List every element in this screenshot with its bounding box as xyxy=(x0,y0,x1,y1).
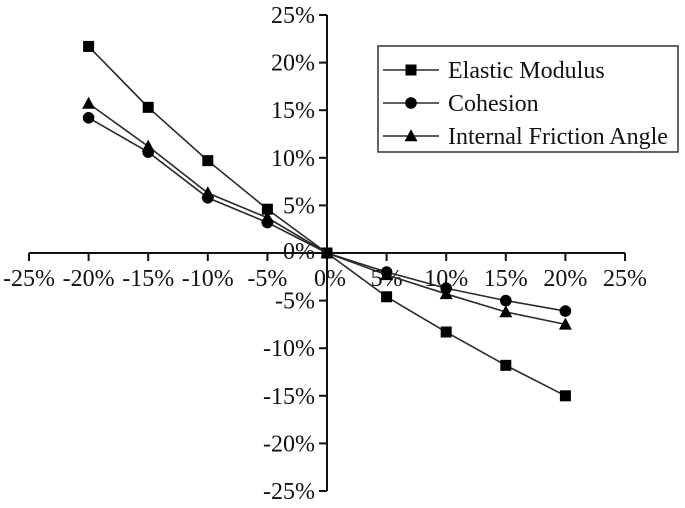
legend: Elastic Modulus Cohesion Internal Friction… xyxy=(377,45,679,153)
y-tick-label: -20% xyxy=(263,431,315,457)
legend-item-elastic-modulus: Elastic Modulus xyxy=(383,58,605,84)
legend-label-internal-friction-angle: Internal Friction Angle xyxy=(448,124,668,150)
x-tick-label: -20% xyxy=(63,266,115,292)
x-tick-label: 0% xyxy=(314,266,346,292)
legend-item-internal-friction-angle: Internal Friction Angle xyxy=(383,124,668,150)
legend-marker-triangle xyxy=(404,129,418,142)
x-tick-label: -15% xyxy=(122,266,174,292)
x-tick-label: -25% xyxy=(3,266,55,292)
data-marker-triangle xyxy=(141,139,155,152)
data-marker-circle xyxy=(559,305,572,317)
legend-item-cohesion: Cohesion xyxy=(383,91,539,117)
data-marker-triangle xyxy=(499,305,513,318)
data-marker-square xyxy=(440,326,452,338)
data-marker-triangle xyxy=(439,287,453,300)
legend-label-cohesion: Cohesion xyxy=(448,91,539,117)
y-tick-label: 25% xyxy=(271,3,315,29)
data-marker-circle xyxy=(82,112,95,124)
data-marker-triangle xyxy=(320,246,334,259)
y-tick-label: -5% xyxy=(275,289,315,315)
y-tick-label: -25% xyxy=(263,479,315,505)
data-marker-circle xyxy=(500,294,512,307)
data-marker-square xyxy=(559,390,571,402)
x-tick-label: -10% xyxy=(182,266,234,292)
legend-label-elastic-modulus: Elastic Modulus xyxy=(448,58,605,84)
data-marker-square xyxy=(500,359,512,371)
data-marker-square xyxy=(142,101,154,113)
data-marker-square xyxy=(381,291,393,303)
legend-box xyxy=(377,45,679,153)
data-marker-square xyxy=(83,40,95,52)
data-marker-square xyxy=(202,155,214,167)
data-marker-triangle xyxy=(260,210,274,223)
y-tick-label: -15% xyxy=(263,384,315,410)
legend-marker-circle xyxy=(405,97,417,109)
y-tick-label: -10% xyxy=(263,336,315,362)
data-marker-triangle xyxy=(201,186,215,199)
data-marker-triangle xyxy=(82,96,96,109)
series-internal-friction-angle xyxy=(82,96,572,330)
x-tick-label: 15% xyxy=(484,266,528,292)
y-tick-label: 10% xyxy=(271,146,315,172)
x-tick-label: -5% xyxy=(247,266,287,292)
data-marker-square xyxy=(261,203,273,215)
data-marker-triangle xyxy=(380,268,394,281)
x-tick-label: 20% xyxy=(543,266,587,292)
y-tick-label: 15% xyxy=(271,98,315,124)
y-tick-label: 20% xyxy=(271,51,315,77)
x-tick-label: 25% xyxy=(603,266,647,292)
legend-marker-square xyxy=(405,64,417,76)
data-marker-triangle xyxy=(558,317,572,330)
y-tick-label: 5% xyxy=(283,193,315,219)
